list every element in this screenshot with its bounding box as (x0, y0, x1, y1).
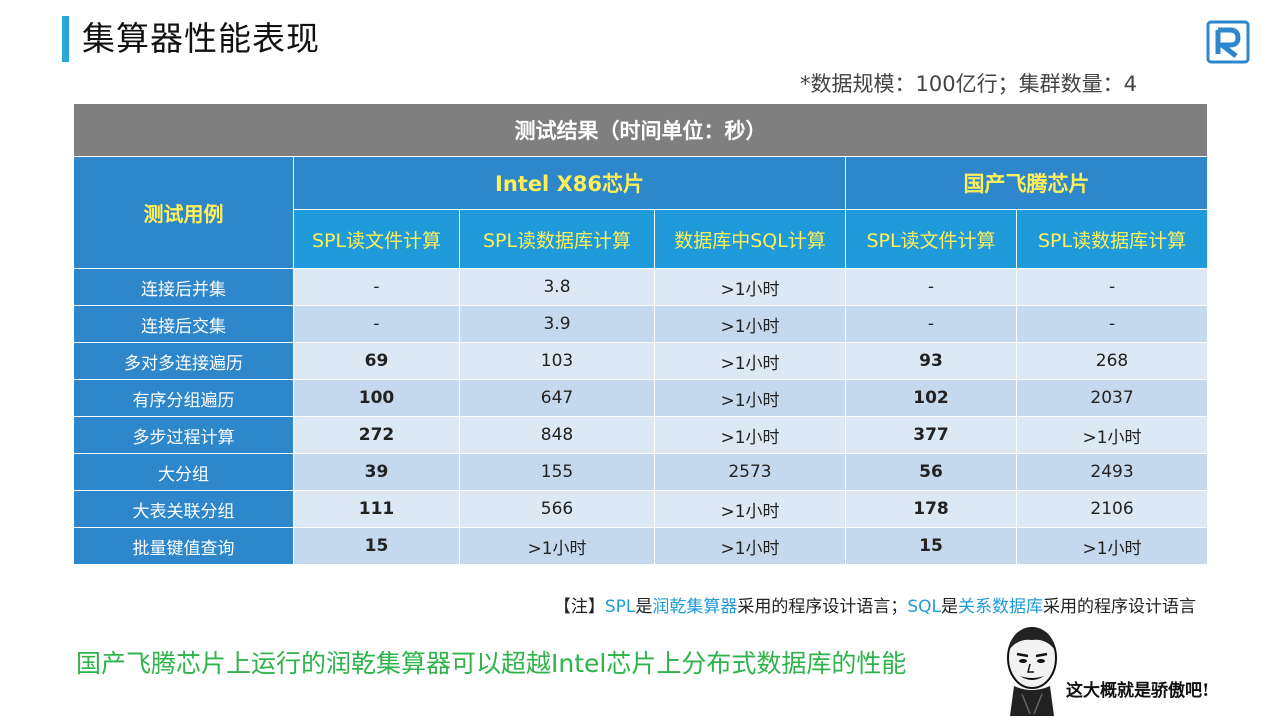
result-cell: 3.8 (459, 268, 655, 306)
table-row: 批量键值查询 15 >1小时 >1小时 15 >1小时 (73, 527, 1209, 565)
meme-caption: 这大概就是骄傲吧! (1066, 681, 1210, 701)
group-header-feiteng: 国产飞腾芯片 (844, 156, 1209, 210)
result-cell: >1小时 (654, 305, 846, 343)
result-cell: >1小时 (1015, 416, 1209, 454)
note-is2: 是 (941, 597, 958, 617)
note-db: 关系数据库 (958, 597, 1043, 617)
result-cell: 100 (293, 379, 460, 417)
result-cell: >1小时 (654, 342, 846, 380)
result-cell: - (845, 305, 1017, 343)
test-case-label: 连接后交集 (73, 305, 294, 343)
result-cell: >1小时 (1015, 527, 1209, 565)
note-prefix: 【注】 (553, 597, 605, 617)
result-cell: 272 (293, 416, 460, 454)
note-suffix: 采用的程序设计语言 (1043, 597, 1196, 617)
result-cell: 2493 (1015, 453, 1209, 491)
table-row: 连接后并集 -3.8 >1小时 - - (73, 268, 1209, 306)
test-case-label: 大表关联分组 (73, 490, 294, 528)
result-cell: 848 (459, 416, 655, 454)
table-row: 连接后交集 -3.9 >1小时 - - (73, 305, 1209, 343)
meme-face-icon (1007, 627, 1057, 716)
table-row: 多对多连接遍历 69 103 >1小时 93 268 (73, 342, 1209, 380)
result-cell: 566 (459, 490, 655, 528)
result-cell: - (293, 268, 460, 306)
test-case-label: 大分组 (73, 453, 294, 491)
result-cell: - (1015, 268, 1209, 306)
result-cell: 155 (459, 453, 655, 491)
table-row: 有序分组遍历 100 647 >1小时 102 2037 (73, 379, 1209, 417)
data-scale-note: *数据规模：100亿行；集群数量：4 (800, 72, 1137, 96)
result-cell: 178 (845, 490, 1017, 528)
note-is1: 是 (635, 597, 653, 617)
footnote: 【注】SPL是润乾集算器采用的程序设计语言；SQL是关系数据库采用的程序设计语言 (554, 592, 1196, 617)
subheader: SPL读数据库计算 (459, 209, 655, 269)
subheader: SPL读文件计算 (293, 209, 460, 269)
table-row: 多步过程计算 272 848 >1小时 377 >1小时 (73, 416, 1209, 454)
result-cell: 111 (293, 490, 460, 528)
result-cell: 15 (845, 527, 1017, 565)
note-spl: SPL (604, 597, 636, 617)
result-cell: >1小时 (654, 268, 846, 306)
table-row: 大表关联分组 111 566 >1小时 178 2106 (73, 490, 1209, 528)
table-title: 测试结果（时间单位：秒） (72, 103, 1209, 157)
result-cell: >1小时 (654, 416, 846, 454)
results-table: 测试结果（时间单位：秒） 测试用例 Intel X86芯片 国产飞腾芯片 SPL… (72, 103, 1209, 565)
result-cell: >1小时 (654, 379, 846, 417)
result-cell: 268 (1015, 342, 1209, 380)
result-cell: 377 (845, 416, 1017, 454)
test-case-label: 多对多连接遍历 (73, 342, 294, 380)
subheader: 数据库中SQL计算 (654, 209, 846, 269)
page-title: 集算器性能表现 (82, 19, 320, 58)
result-cell: - (293, 305, 460, 343)
note-sql: SQL (907, 597, 941, 617)
result-cell: 103 (459, 342, 655, 380)
test-case-label: 有序分组遍历 (73, 379, 294, 417)
group-header-intel: Intel X86芯片 (293, 156, 846, 210)
case-column-header: 测试用例 (73, 156, 294, 269)
r-logo-icon (1206, 20, 1250, 64)
test-case-label: 多步过程计算 (73, 416, 294, 454)
subheader: SPL读文件计算 (845, 209, 1017, 269)
result-cell: >1小时 (654, 490, 846, 528)
note-mid: 采用的程序设计语言； (737, 597, 908, 617)
result-cell: 2573 (654, 453, 846, 491)
title-accent-bar (62, 16, 69, 62)
result-cell: 102 (845, 379, 1017, 417)
result-cell: >1小时 (459, 527, 655, 565)
result-cell: 647 (459, 379, 655, 417)
result-cell: 93 (845, 342, 1017, 380)
table-row: 大分组 39 155 2573 56 2493 (73, 453, 1209, 491)
result-cell: 2106 (1015, 490, 1209, 528)
result-cell: 15 (293, 527, 460, 565)
subheader: SPL读数据库计算 (1015, 209, 1209, 269)
conclusion-text: 国产飞腾芯片上运行的润乾集算器可以超越Intel芯片上分布式数据库的性能 (76, 649, 907, 678)
result-cell: - (845, 268, 1017, 306)
result-cell: 69 (293, 342, 460, 380)
test-case-label: 批量键值查询 (73, 527, 294, 565)
result-cell: >1小时 (654, 527, 846, 565)
result-cell: 3.9 (459, 305, 655, 343)
result-cell: 2037 (1015, 379, 1209, 417)
result-cell: - (1015, 305, 1209, 343)
result-cell: 56 (845, 453, 1017, 491)
test-case-label: 连接后并集 (73, 268, 294, 306)
result-cell: 39 (293, 453, 460, 491)
note-product: 润乾集算器 (652, 597, 738, 617)
